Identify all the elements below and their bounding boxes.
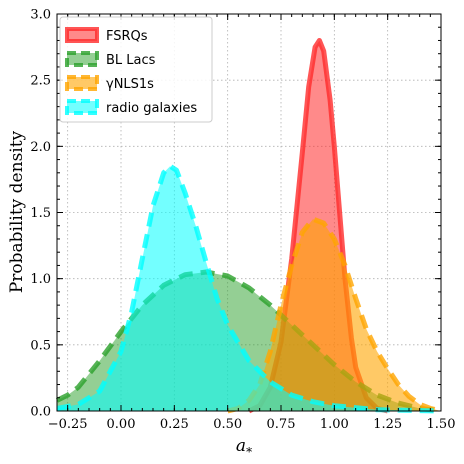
x-tick-label: 1.25 [373,417,402,432]
area-radio-galaxies [57,166,441,411]
x-tick-label: 0.00 [107,417,136,432]
legend-swatch-radio-galaxies [65,99,99,115]
axis-ticks: −0.25 0.00 0.25 0.50 0.75 1.00 1.25 1.50 0.0 0.5 1… [30,8,455,433]
legend-frame [59,16,213,123]
legend-swatch-bl-lacs [65,51,99,67]
x-tick-label: 0.75 [267,417,296,432]
y-tick-label: 0.5 [30,338,51,353]
y-tick-label: 2.5 [30,74,51,89]
legend-label--nls1s: γNLS1s [106,77,154,92]
y-tick-label: 2.0 [30,140,51,155]
x-tick-label: −0.25 [48,417,88,432]
legend-label-radio-galaxies: radio galaxies [106,101,197,116]
legend-swatch-fsrqs [65,27,99,43]
x-axis-label: a* [236,436,252,459]
x-tick-label: 1.50 [427,417,456,432]
y-axis-label: Probability density [7,130,27,293]
y-tick-label: 0.0 [30,405,51,420]
legend-label-fsrqs: FSRQs [106,29,148,44]
area--nls1s [227,219,441,411]
x-axis-label-symbol: a [236,436,246,456]
legend-swatch--nls1s [65,75,99,91]
series-layer [55,38,442,414]
x-tick-label: 0.50 [213,417,242,432]
x-axis-label-subscript: * [246,445,252,459]
y-tick-label: 1.0 [30,272,51,287]
legend: FSRQs BL Lacs γNLS1s radio galaxies [59,16,213,123]
y-tick-label: 1.5 [30,206,51,221]
x-tick-label: 0.25 [160,417,189,432]
y-tick-label: 3.0 [30,8,51,23]
x-tick-label: 1.00 [320,417,349,432]
line-radio-galaxies [56,163,442,414]
legend-label-bl-lacs: BL Lacs [106,53,156,68]
